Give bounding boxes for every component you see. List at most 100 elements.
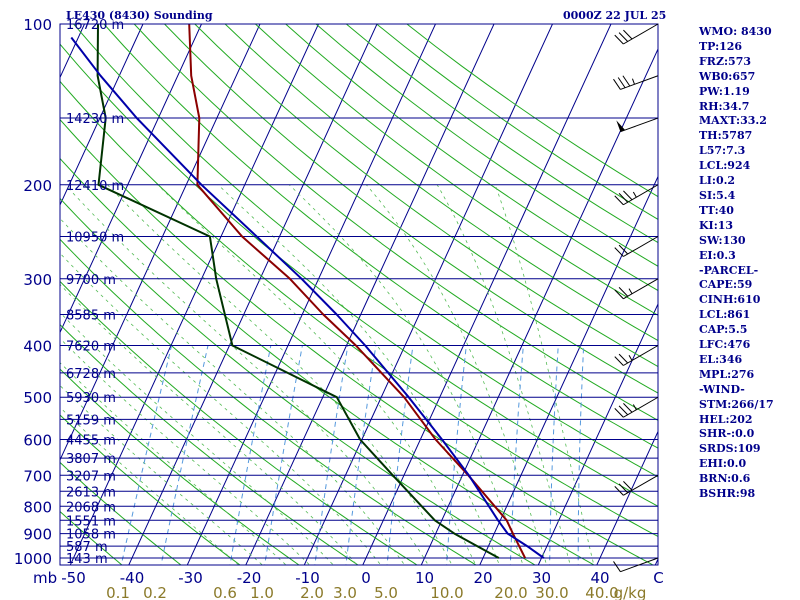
temperature-tick-label: 30 <box>532 569 551 587</box>
dry-adiabat-line <box>224 24 658 342</box>
mixing-ratio-label: 0.1 <box>106 584 130 600</box>
height-label: 10950 m <box>66 230 124 245</box>
dry-adiabat-line <box>133 24 658 421</box>
dry-adiabat-line <box>103 24 658 449</box>
moist-adiabat-line <box>60 283 358 565</box>
index-row: LFC:476 <box>699 338 751 352</box>
wind-barb <box>616 117 659 133</box>
mixing-ratio-label: 3.0 <box>333 584 357 600</box>
temperature-tick-label: 40 <box>590 569 609 587</box>
mixing-ratio-label: 2.0 <box>300 584 324 600</box>
moist-adiabat-line <box>60 311 334 565</box>
mixing-ratio-label: 0.6 <box>213 584 237 600</box>
mixing-ratio-label: 1.0 <box>250 584 274 600</box>
dry-adiabat-line <box>60 510 123 565</box>
index-row: WB0:657 <box>699 69 756 83</box>
index-row: SRDS:109 <box>699 442 761 456</box>
isotherm-line <box>245 24 495 565</box>
dry-adiabat-line <box>60 197 536 565</box>
temperature-tick-label: 10 <box>415 569 434 587</box>
height-label: 587 m <box>66 540 108 555</box>
temperature-tick-label: -50 <box>61 569 86 587</box>
mixing-ratio-line <box>577 345 585 565</box>
height-label: 2613 m <box>66 485 116 500</box>
isotherm-line <box>128 24 378 565</box>
temperature-tick-label: 20 <box>473 569 492 587</box>
index-row: MPL:276 <box>699 367 755 381</box>
dry-adiabat-line <box>60 368 300 565</box>
moist-adiabat-line <box>217 184 500 565</box>
index-row: HEL:202 <box>699 412 753 426</box>
pressure-tick-label: 600 <box>23 432 52 450</box>
moist-adiabat-line <box>60 252 382 565</box>
dry-adiabat-line <box>315 24 658 267</box>
index-row: KI:13 <box>699 218 734 232</box>
index-row: BRN:0.6 <box>699 472 751 486</box>
height-label: 16720 m <box>66 18 124 33</box>
moist-adiabat-line <box>365 184 548 565</box>
moist-adiabat-line <box>60 217 406 565</box>
dry-adiabat-line <box>60 80 658 538</box>
mixing-ratio-line <box>264 345 303 565</box>
isotherm-line <box>362 24 612 565</box>
index-row: TP:126 <box>699 39 743 53</box>
dry-adiabat-line <box>60 280 418 565</box>
dry-adiabat-line <box>60 43 658 507</box>
wind-barb <box>614 23 659 45</box>
mixing-ratio-line <box>229 345 272 565</box>
pressure-tick-label: 200 <box>23 177 52 195</box>
height-label: 14230 m <box>66 112 124 127</box>
index-row: SI:5.4 <box>699 188 736 202</box>
wind-barb <box>614 236 659 257</box>
height-label: 8585 m <box>66 309 116 324</box>
mixing-ratio-unit-label: g/kg <box>614 584 647 600</box>
index-row: LI:0.2 <box>699 174 736 188</box>
index-row: EHI:0.0 <box>699 457 747 471</box>
dry-adiabat-line <box>255 24 658 316</box>
isotherm-line <box>186 24 437 565</box>
wind-barb <box>613 75 659 90</box>
pressure-tick-label: 100 <box>23 16 52 34</box>
isotherm-line <box>537 302 658 565</box>
mixing-ratio-label: 30.0 <box>535 584 568 600</box>
height-label: 1058 m <box>66 528 116 543</box>
index-row: EI:0.3 <box>699 248 736 262</box>
dry-adiabat-line <box>194 24 658 368</box>
index-row: BSHR:98 <box>699 487 756 501</box>
height-label: 2068 m <box>66 500 116 515</box>
wind-barb <box>614 184 659 206</box>
dry-adiabat-line <box>60 238 477 565</box>
index-row: CINH:610 <box>699 293 761 307</box>
index-row: SHR-:0.0 <box>699 427 755 441</box>
dry-adiabat-line <box>60 461 182 565</box>
index-row: L57:7.3 <box>699 144 746 158</box>
height-label: 7620 m <box>66 340 116 355</box>
pressure-tick-label: 300 <box>23 271 52 289</box>
index-row: -WIND- <box>699 382 745 396</box>
index-row: MAXT:33.2 <box>699 114 767 128</box>
mixing-ratio-line <box>509 345 524 565</box>
index-row: PW:1.19 <box>699 84 750 98</box>
isotherm-line <box>69 24 320 565</box>
height-label: 3207 m <box>66 469 116 484</box>
temperature-tick-label: -10 <box>295 569 320 587</box>
wind-barb <box>614 396 659 418</box>
pressure-tick-label: 700 <box>23 467 52 485</box>
index-row: STM:266/17 <box>699 397 774 411</box>
wind-barb <box>614 474 659 496</box>
station-title: LE430 (8430) Sounding <box>66 9 213 22</box>
height-label: 143 m <box>66 552 108 567</box>
index-row: TT:40 <box>699 203 734 217</box>
valid-time: 0000Z 22 JUL 25 <box>563 9 667 22</box>
isotherm-line <box>60 24 203 334</box>
index-row: LCL:924 <box>699 159 751 173</box>
isotherm-line <box>596 430 658 565</box>
mixing-ratio-line <box>386 345 414 565</box>
index-row: CAP:5.5 <box>699 323 748 337</box>
mixing-ratio-label: 10.0 <box>430 584 463 600</box>
mixing-ratio-label: 40.0 <box>585 584 618 600</box>
dry-adiabat-line <box>60 323 359 565</box>
height-label: 1551 m <box>66 514 116 529</box>
isotherm-line <box>420 47 658 565</box>
